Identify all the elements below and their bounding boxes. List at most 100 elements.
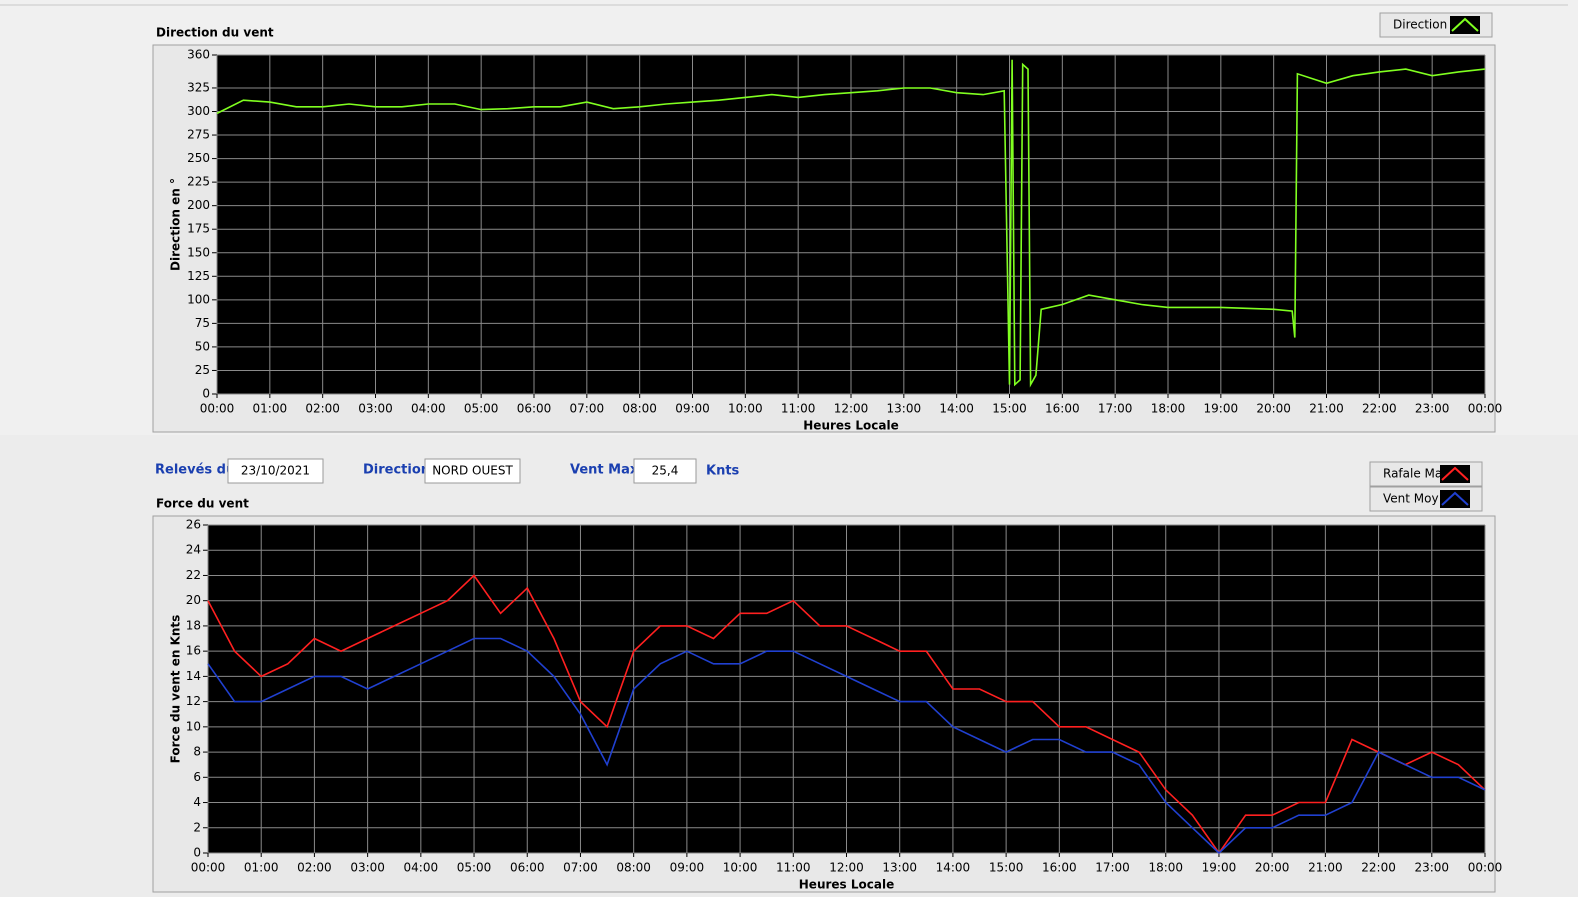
x-tick-label: 14:00	[936, 861, 971, 875]
legend-swatch	[1450, 16, 1480, 34]
legend-icon	[1451, 17, 1479, 32]
x-tick-label: 10:00	[723, 861, 758, 875]
y-tick-label: 150	[187, 245, 210, 259]
x-tick-label: 12:00	[834, 402, 869, 416]
chart-title: Force du vent	[156, 497, 249, 511]
x-tick-label: 12:00	[829, 861, 864, 875]
x-tick-label: 11:00	[781, 402, 816, 416]
y-tick-label: 275	[187, 128, 210, 142]
y-tick-label: 14	[186, 669, 201, 683]
x-tick-label: 21:00	[1309, 402, 1344, 416]
x-tick-label: 19:00	[1204, 402, 1239, 416]
legend-swatch	[1440, 465, 1470, 483]
x-tick-label: 09:00	[670, 861, 705, 875]
y-tick-label: 75	[195, 316, 210, 330]
y-tick-label: 12	[186, 694, 201, 708]
legend-label: Direction	[1393, 18, 1447, 32]
y-tick-label: 125	[187, 269, 210, 283]
x-tick-label: 07:00	[570, 402, 605, 416]
field-label: Vent Max	[570, 463, 639, 478]
x-tick-label: 07:00	[563, 861, 598, 875]
y-tick-label: 26	[186, 518, 201, 532]
x-tick-label: 23:00	[1415, 402, 1450, 416]
legend-label: Vent Moy	[1383, 492, 1439, 506]
x-tick-label: 18:00	[1151, 402, 1186, 416]
x-tick-label: 05:00	[464, 402, 499, 416]
x-tick-label: 04:00	[404, 861, 439, 875]
y-tick-label: 360	[187, 48, 210, 62]
y-tick-label: 175	[187, 222, 210, 236]
field-unit: Knts	[706, 464, 740, 479]
chart-title: Direction du vent	[156, 26, 274, 40]
x-tick-label: 01:00	[244, 861, 279, 875]
legend-icon	[1441, 491, 1469, 506]
x-tick-label: 00:00	[191, 861, 226, 875]
x-tick-label: 15:00	[989, 861, 1024, 875]
y-axis-label: Force du vent en Knts	[169, 615, 183, 764]
x-tick-label: 18:00	[1148, 861, 1183, 875]
y-tick-label: 18	[186, 618, 201, 632]
x-tick-label: 16:00	[1042, 861, 1077, 875]
x-tick-label: 13:00	[887, 402, 922, 416]
y-tick-label: 4	[193, 795, 201, 809]
field-value: 23/10/2021	[241, 464, 310, 478]
legend-icon	[1441, 466, 1469, 481]
x-tick-label: 23:00	[1414, 861, 1449, 875]
y-tick-label: 20	[186, 593, 201, 607]
x-axis-label: Heures Locale	[799, 878, 894, 892]
y-tick-label: 16	[186, 644, 201, 658]
series-line	[207, 637, 1486, 855]
y-tick-label: 6	[193, 770, 201, 784]
field-label: Relevés du	[155, 463, 235, 478]
legend-swatch	[1440, 490, 1470, 508]
x-tick-label: 00:00	[1468, 861, 1503, 875]
x-tick-label: 05:00	[457, 861, 492, 875]
y-tick-label: 8	[193, 745, 201, 759]
x-tick-label: 08:00	[616, 861, 651, 875]
x-tick-label: 04:00	[411, 402, 446, 416]
series-line	[216, 59, 1486, 388]
x-tick-label: 17:00	[1098, 402, 1133, 416]
x-axis-label: Heures Locale	[803, 419, 898, 433]
x-tick-label: 06:00	[517, 402, 552, 416]
x-tick-label: 13:00	[882, 861, 917, 875]
x-tick-label: 20:00	[1255, 861, 1290, 875]
series-line	[207, 574, 1486, 855]
x-tick-label: 19:00	[1202, 861, 1237, 875]
y-axis-label: Direction en °	[169, 178, 183, 271]
field-box	[424, 458, 521, 484]
field-label: Direction	[363, 463, 430, 478]
x-tick-label: 06:00	[510, 861, 545, 875]
y-tick-label: 22	[186, 568, 201, 582]
x-tick-label: 00:00	[200, 402, 235, 416]
x-tick-label: 20:00	[1256, 402, 1291, 416]
y-tick-label: 0	[202, 387, 210, 401]
x-tick-label: 09:00	[675, 402, 710, 416]
field-box	[633, 458, 697, 484]
field-value: 25,4	[652, 464, 679, 478]
y-tick-label: 10	[186, 719, 201, 733]
y-tick-label: 250	[187, 151, 210, 165]
y-tick-label: 200	[187, 198, 210, 212]
field-box	[227, 458, 324, 484]
x-tick-label: 11:00	[776, 861, 811, 875]
x-tick-label: 22:00	[1361, 861, 1396, 875]
x-tick-label: 01:00	[253, 402, 288, 416]
y-tick-label: 300	[187, 104, 210, 118]
y-tick-label: 24	[186, 543, 201, 557]
field-value: NORD OUEST	[432, 464, 513, 478]
x-tick-label: 22:00	[1362, 402, 1397, 416]
y-tick-label: 100	[187, 292, 210, 306]
legend-label: Rafale Max	[1383, 467, 1449, 481]
x-tick-label: 03:00	[350, 861, 385, 875]
x-tick-label: 03:00	[358, 402, 393, 416]
x-tick-label: 16:00	[1045, 402, 1080, 416]
x-tick-label: 08:00	[622, 402, 657, 416]
x-tick-label: 00:00	[1468, 402, 1503, 416]
x-tick-label: 10:00	[728, 402, 763, 416]
y-tick-label: 225	[187, 175, 210, 189]
y-tick-label: 325	[187, 80, 210, 94]
x-tick-label: 17:00	[1095, 861, 1130, 875]
x-tick-label: 02:00	[297, 861, 332, 875]
